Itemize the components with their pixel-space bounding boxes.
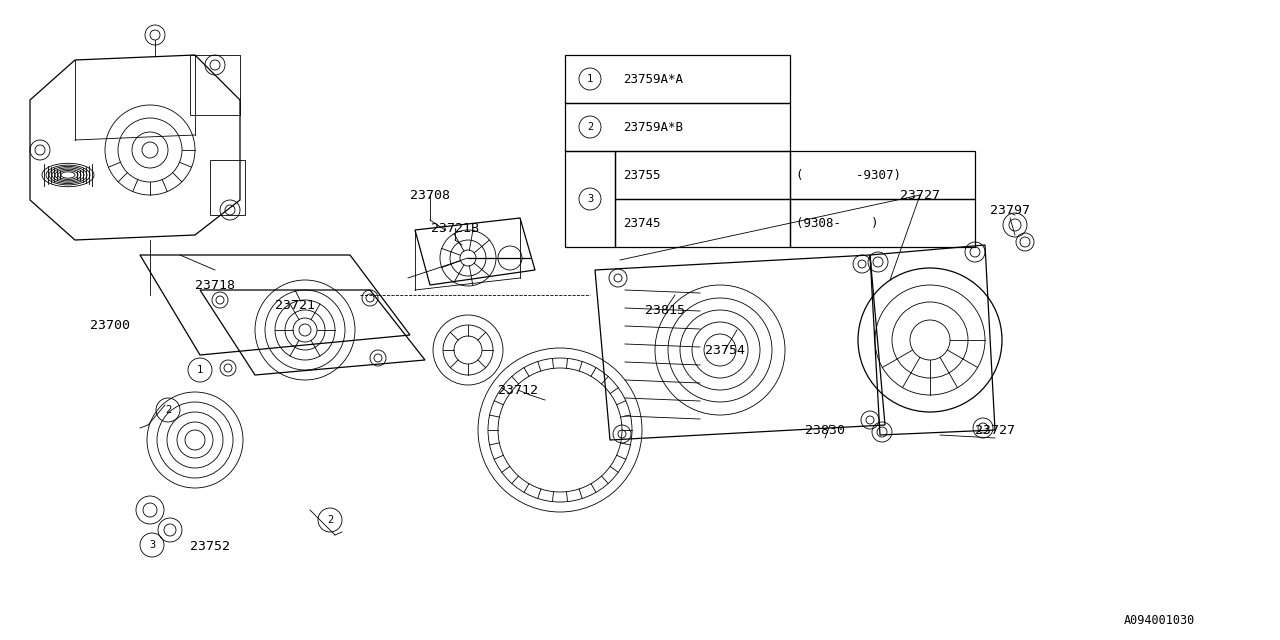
Bar — [614, 199, 790, 247]
Text: 3: 3 — [586, 194, 593, 204]
Text: 23759A*B: 23759A*B — [623, 120, 684, 134]
Text: 23759A*A: 23759A*A — [623, 72, 684, 86]
Text: 2: 2 — [326, 515, 333, 525]
Bar — [564, 151, 614, 247]
Text: 2: 2 — [586, 122, 593, 132]
Bar — [790, 199, 975, 247]
Text: 23727: 23727 — [975, 424, 1015, 436]
Text: 1: 1 — [586, 74, 593, 84]
Bar — [210, 160, 244, 215]
Text: (9308-    ): (9308- ) — [796, 216, 878, 230]
Text: 23718: 23718 — [195, 278, 236, 291]
Text: 23745: 23745 — [623, 216, 660, 230]
Text: 23752: 23752 — [189, 540, 230, 552]
Text: 23797: 23797 — [989, 204, 1030, 216]
Text: 1: 1 — [197, 365, 204, 375]
Text: 23721B: 23721B — [431, 221, 479, 234]
Text: 23727: 23727 — [900, 189, 940, 202]
Bar — [564, 55, 790, 103]
Text: 23754: 23754 — [705, 344, 745, 356]
Text: 2: 2 — [165, 405, 172, 415]
Text: 23700: 23700 — [90, 319, 131, 332]
Text: 23712: 23712 — [498, 383, 538, 397]
Text: (       -9307): ( -9307) — [796, 168, 901, 182]
Text: 23721: 23721 — [275, 298, 315, 312]
Bar — [790, 151, 975, 199]
Text: 3: 3 — [148, 540, 155, 550]
Text: 23815: 23815 — [645, 303, 685, 317]
Bar — [189, 55, 241, 115]
Text: 23830: 23830 — [805, 424, 845, 436]
Text: A094001030: A094001030 — [1124, 614, 1196, 627]
Text: 23708: 23708 — [410, 189, 451, 202]
Bar — [614, 151, 790, 199]
Bar — [564, 103, 790, 151]
Text: 23755: 23755 — [623, 168, 660, 182]
